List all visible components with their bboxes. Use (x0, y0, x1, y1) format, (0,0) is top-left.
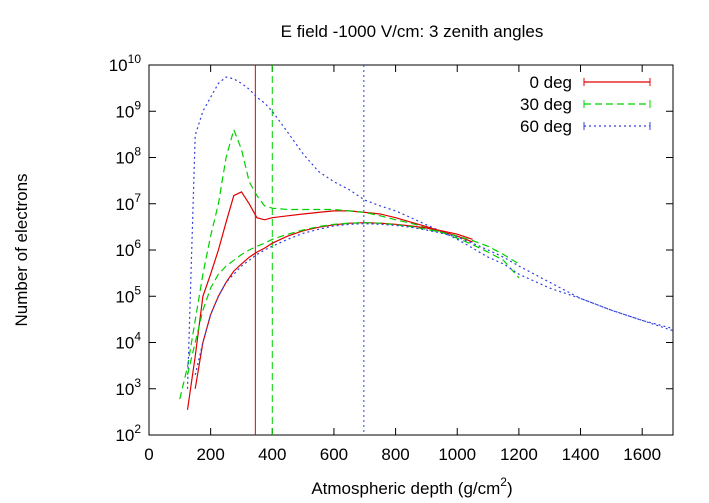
y-tick-label: 105 (115, 283, 141, 306)
y-tick-label: 108 (115, 145, 141, 168)
x-tick-label: 1200 (500, 445, 538, 464)
x-tick-label: 1400 (562, 445, 600, 464)
plot-frame (148, 64, 674, 436)
x-tick-label: 1000 (438, 445, 476, 464)
x-axis-label: Atmospheric depth (g/cm2) (311, 475, 512, 498)
y-axis-label: Number of electrons (12, 173, 31, 326)
y-tick-label: 107 (115, 191, 141, 214)
y-tick-label: 104 (115, 330, 141, 353)
y-tick-label: 1010 (109, 52, 142, 75)
y-tick-label: 103 (115, 376, 141, 399)
x-tick-label: 400 (258, 445, 286, 464)
y-tick-label: 106 (115, 237, 141, 260)
series-line (194, 223, 674, 375)
x-tick-label: 200 (196, 445, 224, 464)
chart-title: E field -1000 V/cm: 3 zenith angles (281, 22, 544, 41)
x-tick-label: 800 (381, 445, 409, 464)
series-line (186, 191, 473, 410)
legend-label: 60 deg (520, 117, 572, 136)
series-line (179, 127, 520, 400)
legend-label: 30 deg (520, 95, 572, 114)
legend-label: 0 deg (529, 73, 572, 92)
y-tick-label: 109 (115, 98, 141, 121)
x-tick-label: 1600 (623, 445, 661, 464)
y-tick-label: 102 (115, 422, 141, 445)
series-line (186, 76, 674, 389)
series-line (186, 222, 520, 375)
x-tick-label: 0 (144, 445, 153, 464)
x-tick-label: 600 (320, 445, 348, 464)
series-line (194, 222, 473, 389)
